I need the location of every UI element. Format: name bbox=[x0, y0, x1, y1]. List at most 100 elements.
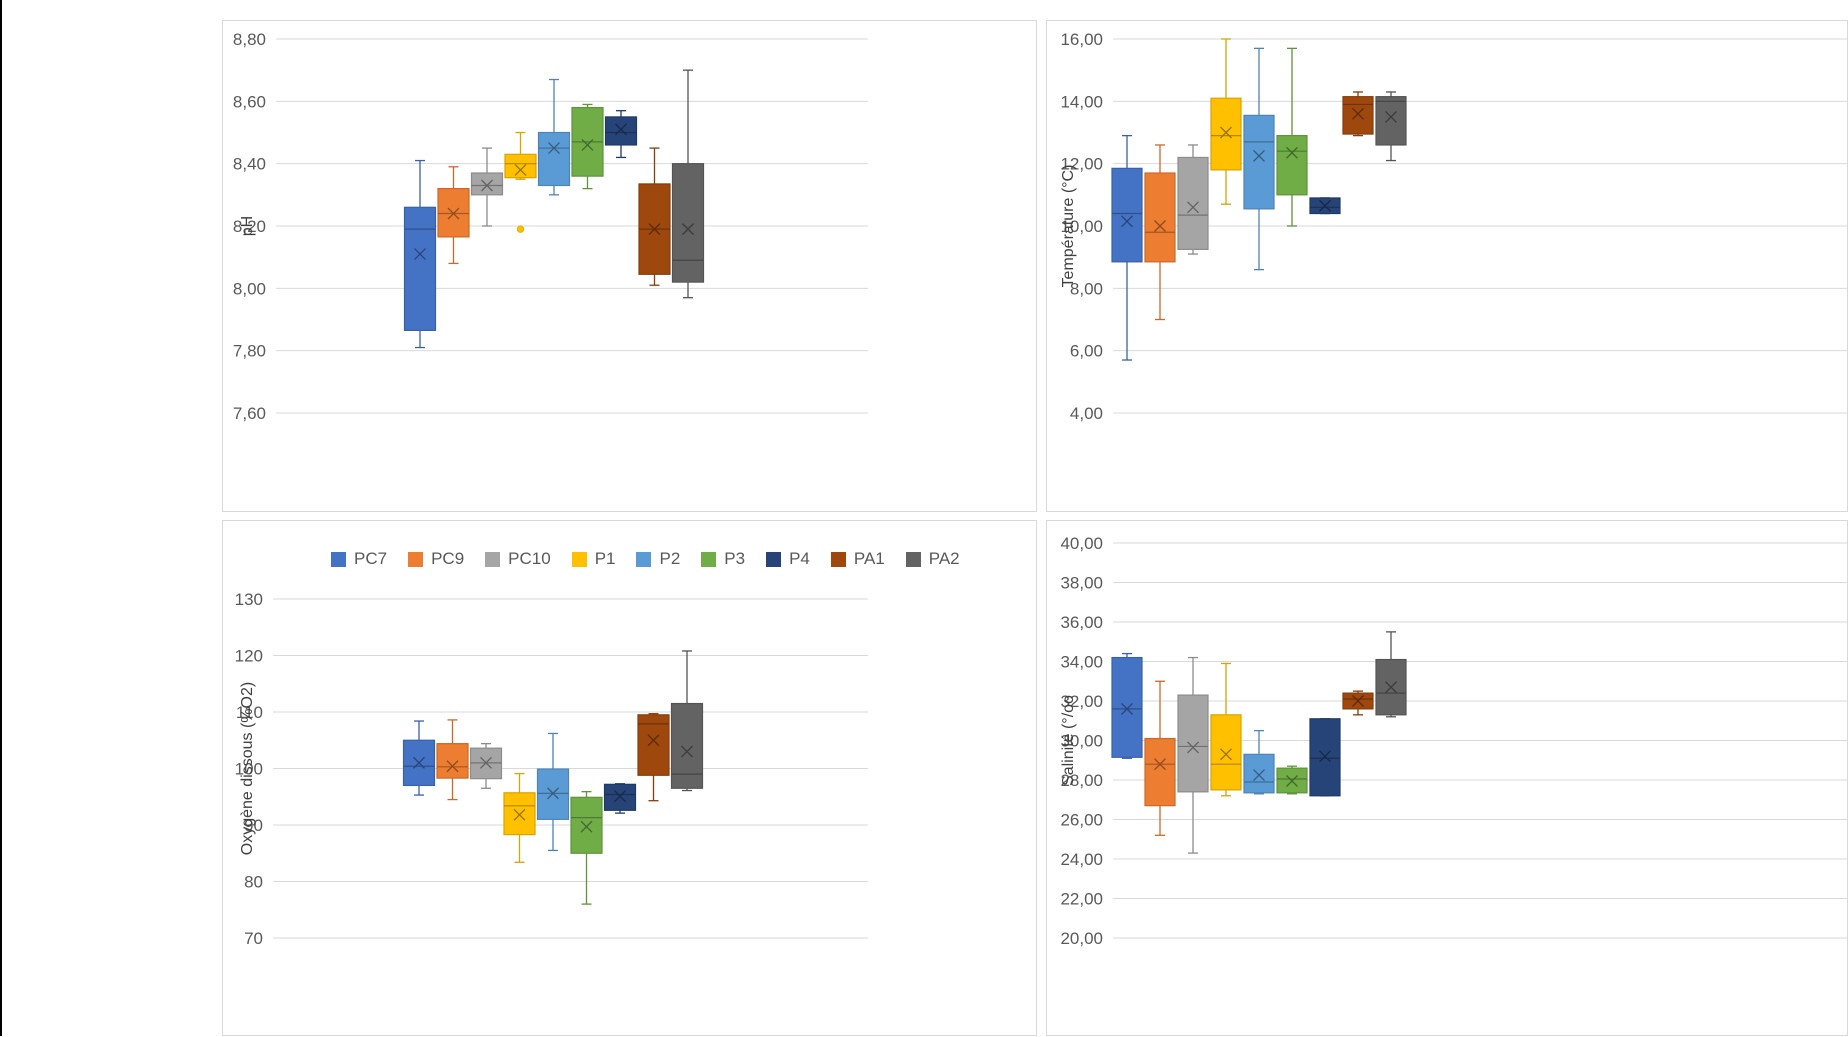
box-pa1 bbox=[638, 147, 671, 286]
box-pa2 bbox=[1375, 91, 1407, 162]
box-body bbox=[1276, 767, 1308, 794]
box-body bbox=[1111, 167, 1143, 263]
box-body bbox=[1177, 694, 1209, 793]
box-body bbox=[1243, 753, 1275, 794]
y-tick-label: 70 bbox=[244, 929, 263, 948]
box-pc10 bbox=[1177, 656, 1209, 854]
box-pc9 bbox=[1144, 144, 1176, 321]
legend-swatch bbox=[408, 551, 424, 567]
y-tick-label: 7,80 bbox=[233, 342, 266, 361]
y-tick-label: 32,00 bbox=[1060, 692, 1103, 711]
mean-marker bbox=[580, 820, 593, 833]
y-tick-label: 8,00 bbox=[1070, 279, 1103, 298]
y-tick-label: 12,00 bbox=[1060, 155, 1103, 174]
left-frame-line bbox=[0, 0, 2, 1036]
legend-swatch bbox=[905, 551, 921, 567]
legend-label: P3 bbox=[724, 549, 746, 568]
legend-item-p2: P2 bbox=[636, 549, 680, 569]
y-tick-label: 40,00 bbox=[1060, 534, 1103, 553]
y-tick-label: 120 bbox=[235, 647, 263, 666]
box-body bbox=[1144, 737, 1176, 807]
mean-marker bbox=[1319, 750, 1331, 763]
legend-label: PC9 bbox=[431, 549, 465, 568]
legend-label: P2 bbox=[659, 549, 681, 568]
box-pc7 bbox=[1111, 134, 1143, 361]
box-body bbox=[604, 116, 638, 146]
mean-marker bbox=[1187, 201, 1199, 214]
box-pa2 bbox=[1375, 631, 1407, 718]
y-tick-label: 10,00 bbox=[1060, 217, 1103, 236]
mean-marker bbox=[1286, 775, 1298, 787]
box-body bbox=[470, 172, 504, 196]
y-tick-label: 90 bbox=[244, 816, 263, 835]
box-p1 bbox=[504, 131, 537, 233]
legend-label: PA2 bbox=[928, 549, 960, 568]
box-p2 bbox=[537, 78, 571, 196]
legend-item-p3: P3 bbox=[701, 549, 745, 569]
mean-marker bbox=[1319, 199, 1331, 212]
y-axis-title: Salinité (°/oo bbox=[1060, 695, 1077, 786]
box-pc7 bbox=[403, 159, 437, 349]
box-pc10 bbox=[469, 742, 503, 789]
mean-marker bbox=[548, 142, 560, 155]
mean-marker bbox=[547, 787, 559, 800]
box-pa2 bbox=[670, 650, 704, 792]
box-body bbox=[537, 131, 571, 187]
box-p2 bbox=[536, 732, 570, 852]
mean-marker bbox=[647, 734, 660, 747]
box-pc7 bbox=[402, 720, 436, 796]
legend-item-pa1: PA1 bbox=[830, 549, 885, 569]
box-body bbox=[570, 796, 603, 854]
box-p4 bbox=[603, 783, 637, 814]
mean-marker bbox=[480, 756, 492, 769]
y-tick-label: 6,00 bbox=[1070, 342, 1103, 361]
box-pc9 bbox=[436, 719, 469, 801]
legend-item-pa2: PA2 bbox=[905, 549, 960, 569]
legend-swatch bbox=[331, 551, 346, 567]
y-tick-label: 8,40 bbox=[233, 155, 266, 174]
mean-marker bbox=[1253, 769, 1265, 782]
chart-oxygen: 70 80 90 100 110 120 130 Oxygène dissous (%O2) … bbox=[222, 520, 1037, 1036]
box-body bbox=[1309, 718, 1341, 797]
box-p4 bbox=[1309, 197, 1341, 215]
box-p2 bbox=[1243, 47, 1275, 271]
y-tick-label: 7,60 bbox=[233, 404, 266, 423]
box-body bbox=[1243, 114, 1275, 210]
chart-temperature-svg: 4,00 6,00 8,00 10,00 12,00 14,00 16,00 Températ… bbox=[1060, 30, 1848, 423]
y-tick-label: 4,00 bbox=[1070, 404, 1103, 423]
y-axis-title: pH bbox=[239, 216, 256, 236]
box-p3 bbox=[1276, 47, 1308, 227]
legend-label: P1 bbox=[594, 549, 616, 568]
box-body bbox=[670, 702, 704, 789]
y-tick-label: 80 bbox=[244, 873, 263, 892]
y-tick-label: 24,00 bbox=[1060, 850, 1103, 869]
legend-item-p1: P1 bbox=[571, 549, 616, 569]
box-pa1 bbox=[1342, 690, 1374, 716]
box-body bbox=[671, 163, 705, 283]
box-body bbox=[1342, 96, 1374, 135]
mean-marker bbox=[1286, 146, 1298, 159]
legend-item-pc9: PC9 bbox=[408, 549, 464, 569]
box-body bbox=[1210, 714, 1242, 791]
box-p1 bbox=[1210, 38, 1242, 205]
box-p4 bbox=[1309, 718, 1341, 797]
mean-marker bbox=[513, 808, 526, 821]
chart-legend: PC7 PC9 PC10 P1 P2 P3 P4 PA1 PA2 bbox=[331, 547, 981, 571]
chart-salinity: 20,00 22,00 24,00 26,00 28,00 30,00 32,00 34,00… bbox=[1046, 520, 1848, 1036]
mean-marker bbox=[413, 756, 425, 769]
box-body bbox=[503, 792, 536, 836]
y-tick-label: 8,60 bbox=[233, 92, 266, 111]
y-axis-title: Oxygène dissous (%O2) bbox=[239, 682, 256, 855]
mean-marker bbox=[1187, 741, 1199, 754]
box-pa2 bbox=[671, 69, 705, 299]
y-tick-label: 22,00 bbox=[1060, 890, 1103, 909]
mean-marker bbox=[514, 163, 527, 176]
box-p3 bbox=[571, 103, 604, 190]
y-tick-label: 130 bbox=[235, 590, 263, 609]
chart-temperature: 4,00 6,00 8,00 10,00 12,00 14,00 16,00 Températ… bbox=[1046, 20, 1848, 512]
y-tick-label: 38,00 bbox=[1060, 574, 1103, 593]
y-tick-label: 16,00 bbox=[1060, 30, 1103, 49]
mean-marker bbox=[1352, 107, 1364, 120]
legend-swatch bbox=[636, 551, 652, 567]
mean-marker bbox=[1121, 215, 1133, 228]
